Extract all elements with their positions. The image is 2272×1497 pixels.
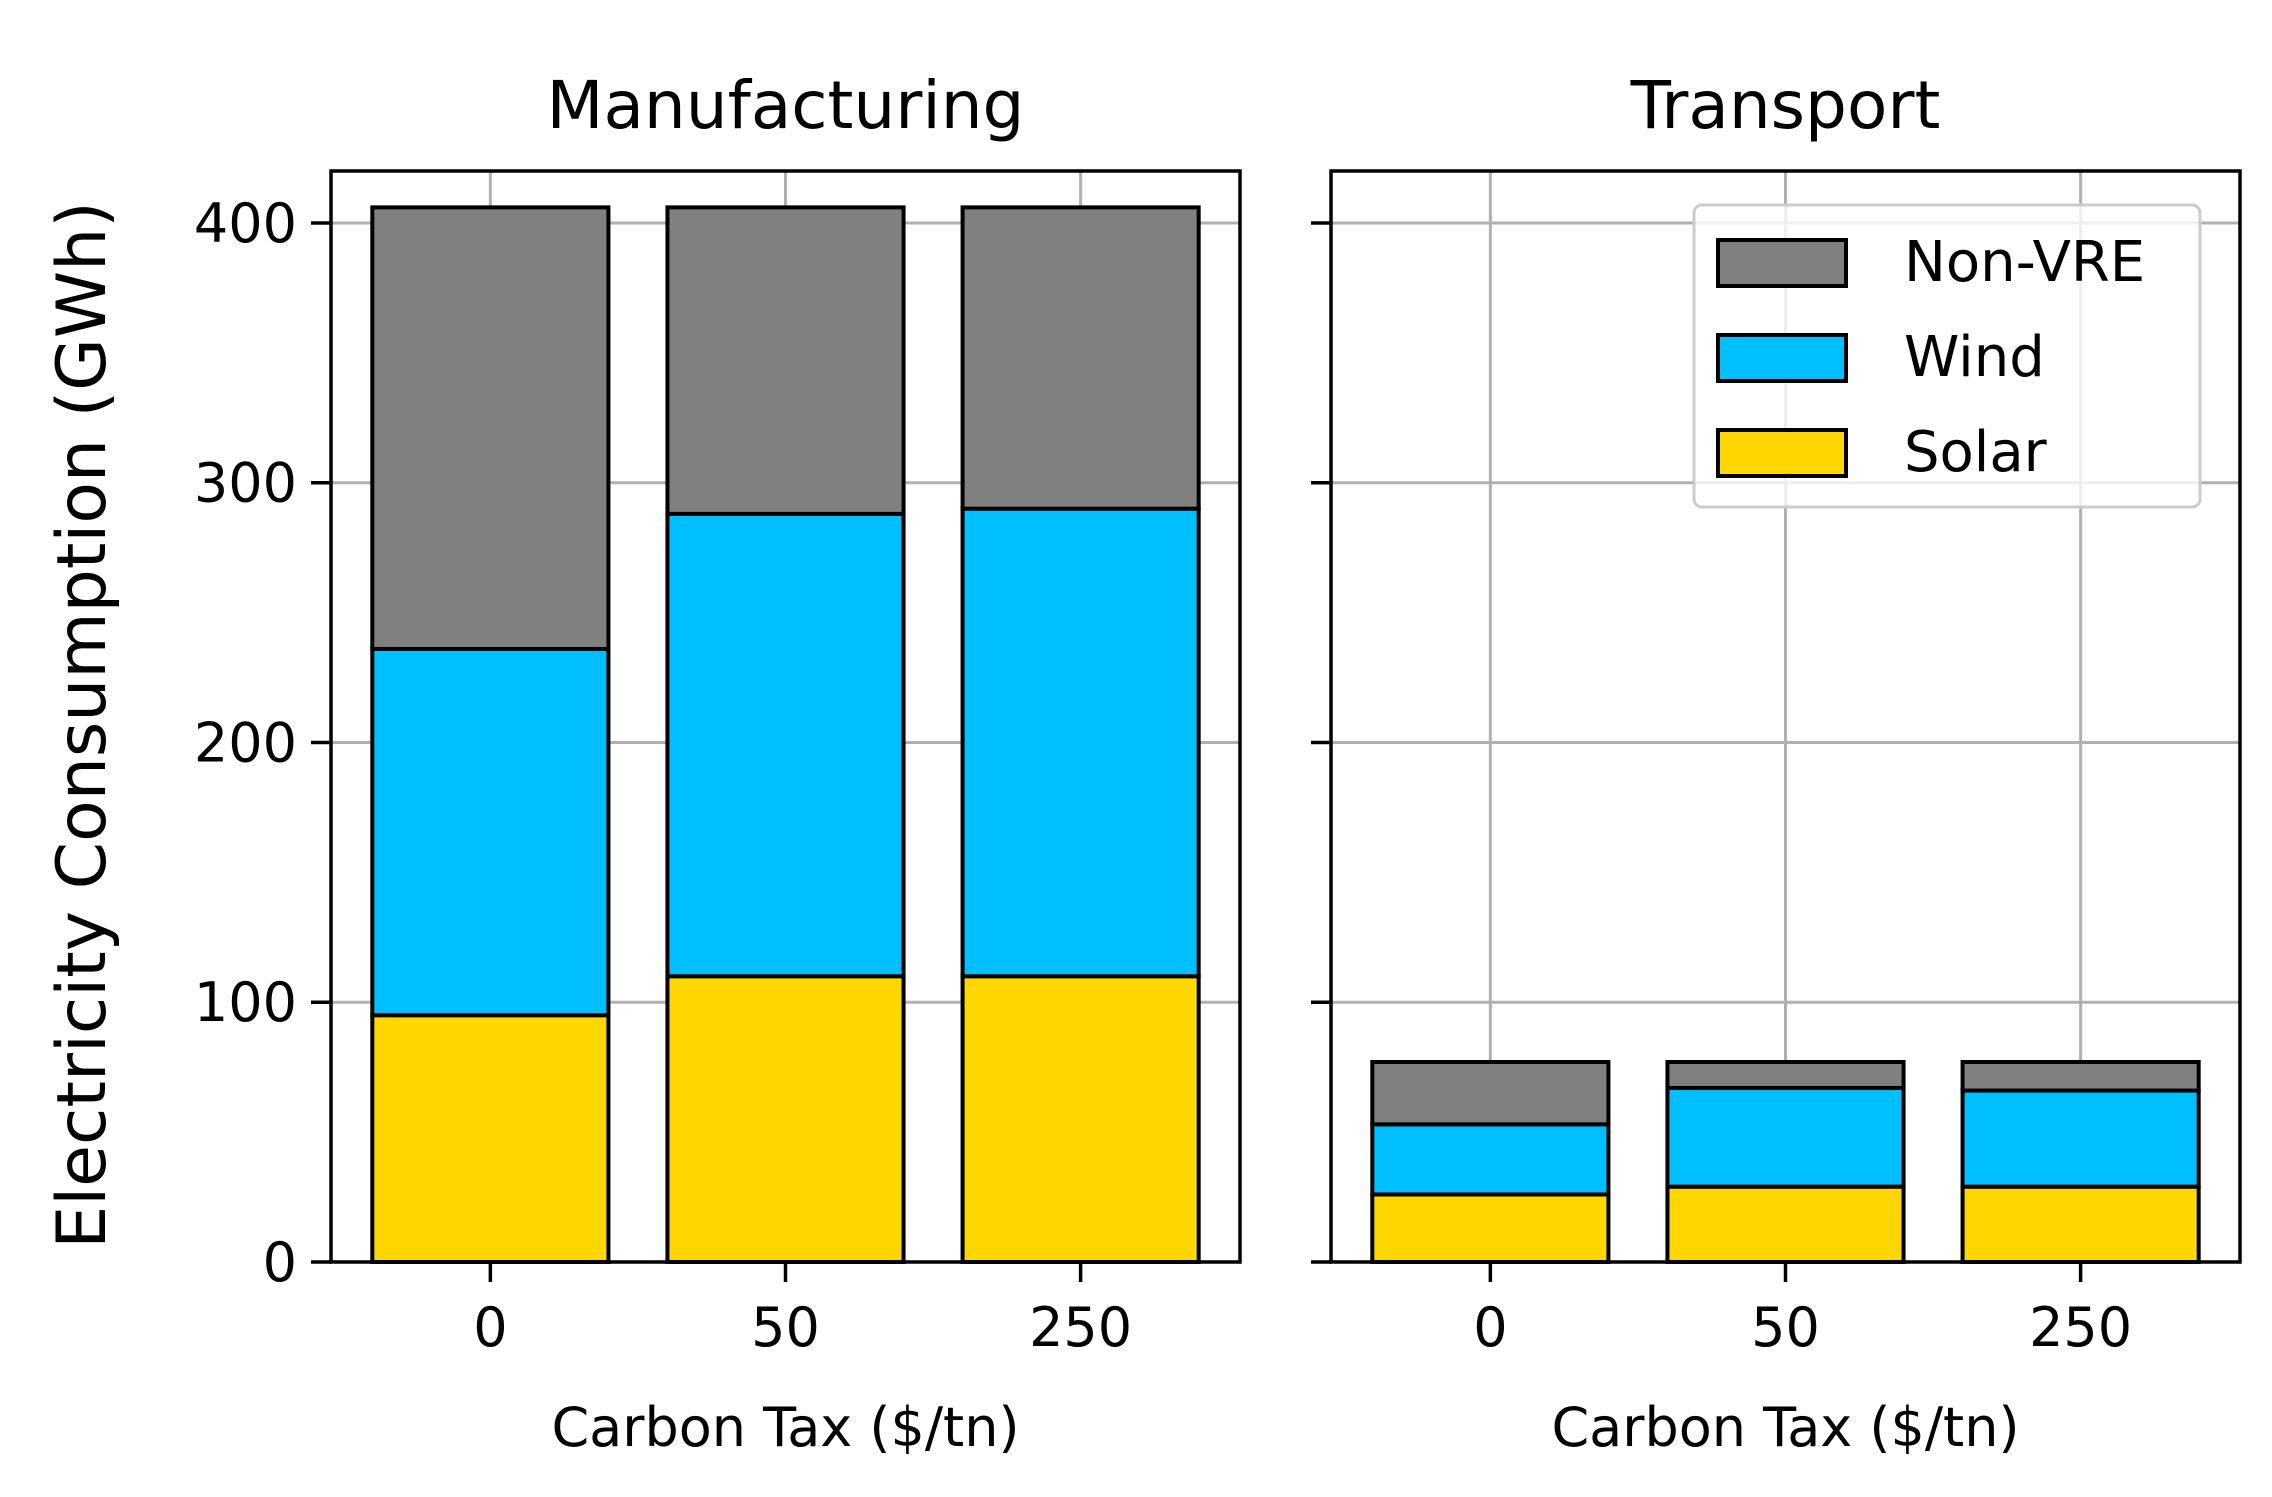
y-tick-label: 400: [194, 192, 297, 255]
x-tick-label: 50: [751, 1296, 820, 1359]
bar-transport-wind-250: [1960, 1088, 2201, 1189]
legend-swatch-non-vre: [1716, 238, 1848, 288]
bar-manufacturing-wind-0: [370, 646, 611, 1018]
bar-transport-non-vre-250: [1960, 1059, 2201, 1093]
x-axis-label-manufacturing: Carbon Tax ($/tn): [551, 1396, 1019, 1459]
legend-swatch-solar: [1716, 428, 1848, 478]
bar-manufacturing-wind-250: [960, 506, 1201, 979]
bar-transport-non-vre-50: [1665, 1059, 1906, 1090]
x-tick-label: 0: [473, 1296, 507, 1359]
legend-swatch-wind: [1716, 333, 1848, 383]
x-tick-label: 250: [2029, 1296, 2132, 1359]
bar-transport-solar-50: [1665, 1184, 1906, 1265]
bar-transport-wind-0: [1370, 1122, 1611, 1197]
y-tick-label: 100: [194, 971, 297, 1034]
panel-transport: 0 50 250 Transport Carbon Tax ($/tn) Non-VRE W…: [1311, 67, 2242, 1459]
panel-title-manufacturing: Manufacturing: [547, 67, 1025, 144]
x-axis-label-transport: Carbon Tax ($/tn): [1551, 1396, 2019, 1459]
y-tick-label: 0: [263, 1231, 297, 1294]
bar-transport-non-vre-0: [1370, 1059, 1611, 1127]
bar-manufacturing-wind-50: [665, 511, 906, 979]
bar-transport-solar-250: [1960, 1184, 2201, 1265]
bar-manufacturing-non-vre-250: [960, 205, 1201, 511]
bar-manufacturing-solar-250: [960, 974, 1201, 1264]
bar-transport-wind-50: [1665, 1085, 1906, 1189]
x-tick-label: 50: [1751, 1296, 1820, 1359]
panel-title-transport: Transport: [1630, 67, 1941, 144]
chart-panels: 0 100 200 300 400 0 50 250 Manufacturing Carbon T…: [194, 67, 2242, 1459]
legend-label-non-vre: Non-VRE: [1904, 230, 2145, 295]
bar-manufacturing-non-vre-50: [665, 205, 906, 516]
bar-transport-solar-0: [1370, 1192, 1611, 1265]
bar-manufacturing-solar-0: [370, 1013, 611, 1264]
legend: Non-VRE Wind Solar: [1692, 203, 2202, 509]
panel-manufacturing: 0 100 200 300 400 0 50 250 Manufacturing Carbon T…: [194, 67, 1242, 1459]
x-tick-label: 250: [1029, 1296, 1132, 1359]
y-axis-label: Electricity Consumption (GWh): [43, 201, 122, 1248]
x-tick-label: 0: [1473, 1296, 1507, 1359]
bar-manufacturing-solar-50: [665, 974, 906, 1264]
bar-manufacturing-non-vre-0: [370, 205, 611, 651]
y-tick-label: 200: [194, 711, 297, 774]
y-tick-label: 300: [194, 452, 297, 515]
legend-label-solar: Solar: [1904, 420, 2048, 485]
legend-label-wind: Wind: [1904, 325, 2045, 390]
